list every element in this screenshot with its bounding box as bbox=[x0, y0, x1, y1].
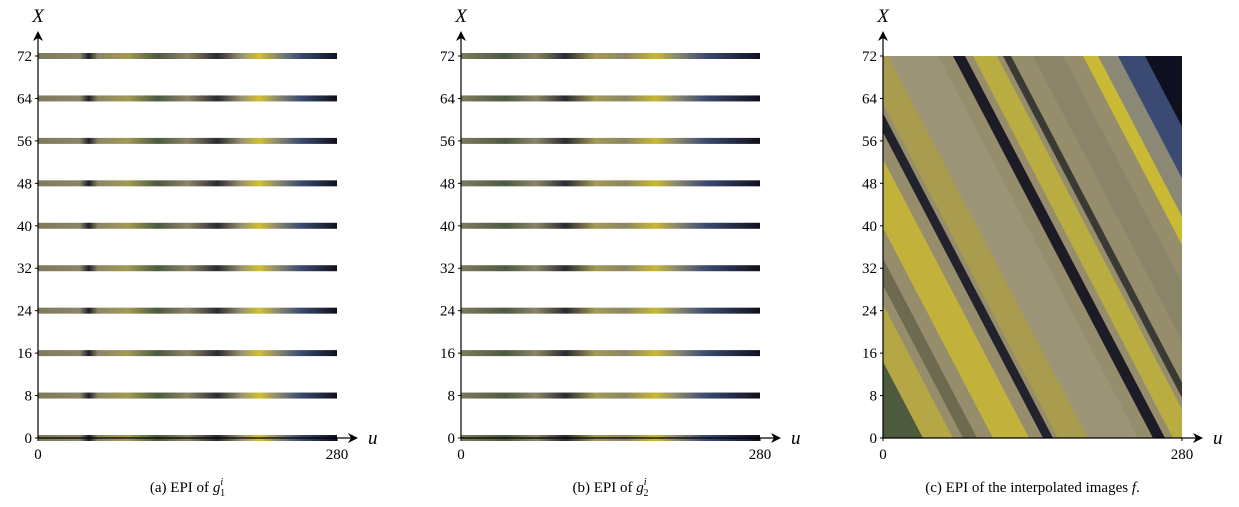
y-tick-label: 40 bbox=[440, 219, 455, 235]
y-tick-label: 72 bbox=[862, 49, 877, 65]
y-tick-label: 72 bbox=[440, 49, 455, 65]
epi-row bbox=[461, 95, 760, 101]
y-tick-label: 64 bbox=[440, 91, 456, 107]
y-tick-label: 8 bbox=[870, 389, 878, 405]
y-tick-label: 24 bbox=[862, 304, 878, 320]
y-tick-label: 0 bbox=[25, 431, 33, 447]
epi-row bbox=[38, 53, 337, 59]
epi-row bbox=[38, 308, 337, 314]
y-tick-label: 8 bbox=[448, 389, 456, 405]
epi-row bbox=[38, 95, 337, 101]
x-tick-label: 280 bbox=[1171, 447, 1194, 463]
y-tick-label: 48 bbox=[17, 176, 32, 192]
x-tick-label: 0 bbox=[879, 447, 887, 463]
x-axis-label: u bbox=[1213, 428, 1223, 449]
epi-row bbox=[38, 180, 337, 186]
y-tick-label: 48 bbox=[862, 176, 877, 192]
epi-row bbox=[461, 308, 760, 314]
y-axis-label: X bbox=[31, 6, 45, 27]
x-tick-label: 0 bbox=[457, 447, 465, 463]
y-tick-label: 8 bbox=[25, 389, 33, 405]
caption-text: . bbox=[1136, 480, 1140, 496]
y-tick-label: 40 bbox=[862, 219, 877, 235]
y-tick-label: 32 bbox=[440, 261, 455, 277]
y-tick-label: 56 bbox=[862, 134, 878, 150]
epi-row bbox=[461, 350, 760, 356]
y-tick-label: 16 bbox=[440, 346, 456, 362]
x-tick-label: 0 bbox=[34, 447, 42, 463]
y-tick-label: 24 bbox=[17, 304, 33, 320]
y-tick-label: 64 bbox=[862, 91, 878, 107]
epi-row bbox=[461, 393, 760, 399]
y-tick-label: 48 bbox=[440, 176, 455, 192]
caption-text: (c) EPI of the interpolated images bbox=[925, 480, 1132, 496]
y-tick-label: 32 bbox=[862, 261, 877, 277]
x-axis-label: u bbox=[368, 428, 378, 449]
caption-text: (b) EPI of bbox=[572, 480, 636, 496]
y-tick-label: 72 bbox=[17, 49, 32, 65]
x-tick-label: 280 bbox=[749, 447, 772, 463]
epi-row bbox=[38, 138, 337, 144]
y-tick-label: 0 bbox=[870, 431, 878, 447]
caption-sup: i bbox=[220, 477, 223, 488]
caption-sub: 2 bbox=[644, 488, 649, 499]
figure: uX0816243240485664720280(a) EPI of gi1uX… bbox=[0, 0, 1239, 502]
y-tick-label: 64 bbox=[17, 91, 33, 107]
epi-row bbox=[461, 138, 760, 144]
epi-row bbox=[461, 180, 760, 186]
x-axis-label: u bbox=[791, 428, 801, 449]
y-tick-label: 56 bbox=[440, 134, 456, 150]
y-tick-label: 16 bbox=[862, 346, 878, 362]
y-tick-label: 0 bbox=[448, 431, 456, 447]
epi-image bbox=[683, 56, 1239, 438]
epi-row bbox=[38, 393, 337, 399]
x-tick-label: 280 bbox=[326, 447, 349, 463]
caption-text: (a) EPI of bbox=[150, 480, 213, 496]
epi-row bbox=[38, 265, 337, 271]
epi-row bbox=[461, 53, 760, 59]
y-axis-label: X bbox=[876, 6, 890, 27]
caption: (c) EPI of the interpolated images f. bbox=[925, 480, 1140, 496]
y-tick-label: 32 bbox=[17, 261, 32, 277]
y-tick-label: 56 bbox=[17, 134, 33, 150]
y-tick-label: 24 bbox=[440, 304, 456, 320]
epi-row bbox=[38, 350, 337, 356]
epi-row bbox=[461, 223, 760, 229]
y-tick-label: 16 bbox=[17, 346, 33, 362]
caption-sup: i bbox=[644, 477, 647, 488]
epi-row bbox=[38, 223, 337, 229]
epi-row bbox=[461, 265, 760, 271]
y-tick-label: 40 bbox=[17, 219, 32, 235]
caption-sub: 1 bbox=[220, 488, 225, 499]
y-axis-label: X bbox=[454, 6, 468, 27]
